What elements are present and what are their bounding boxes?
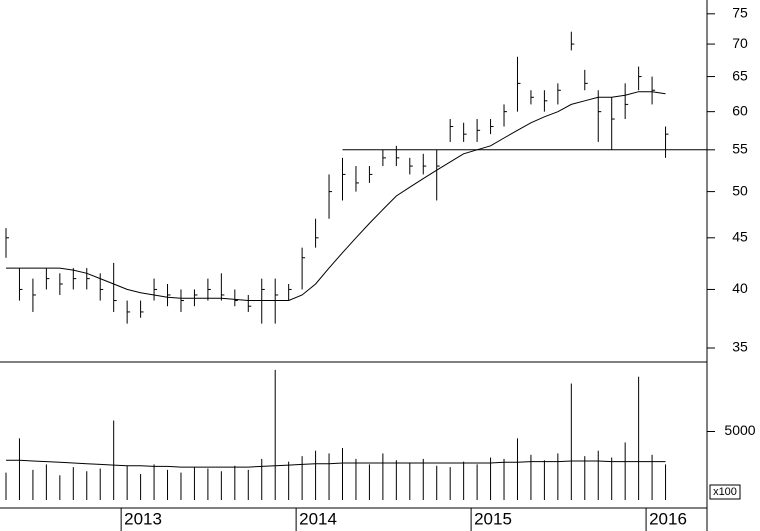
- y-tick-label: 70: [732, 35, 748, 51]
- moving-average: [6, 91, 666, 301]
- x-tick-label: 2015: [474, 509, 512, 528]
- volume-average: [6, 459, 666, 468]
- y-tick-label: 65: [732, 67, 748, 83]
- y-tick-label: 40: [732, 280, 748, 296]
- y-tick-label: 35: [732, 339, 748, 355]
- x-tick-label: 2014: [299, 509, 337, 528]
- y-tick-label: 5000: [724, 422, 755, 438]
- x-tick-label: 2013: [124, 509, 162, 528]
- y-tick-label: 60: [732, 102, 748, 118]
- y-tick-label: 55: [732, 141, 748, 157]
- x-tick-label: 2016: [649, 509, 687, 528]
- y-tick-label: 50: [732, 182, 748, 198]
- y-tick-label: 75: [732, 5, 748, 21]
- unit-box: [709, 484, 741, 500]
- volume-unit: x100: [713, 486, 737, 498]
- y-tick-label: 45: [732, 229, 748, 245]
